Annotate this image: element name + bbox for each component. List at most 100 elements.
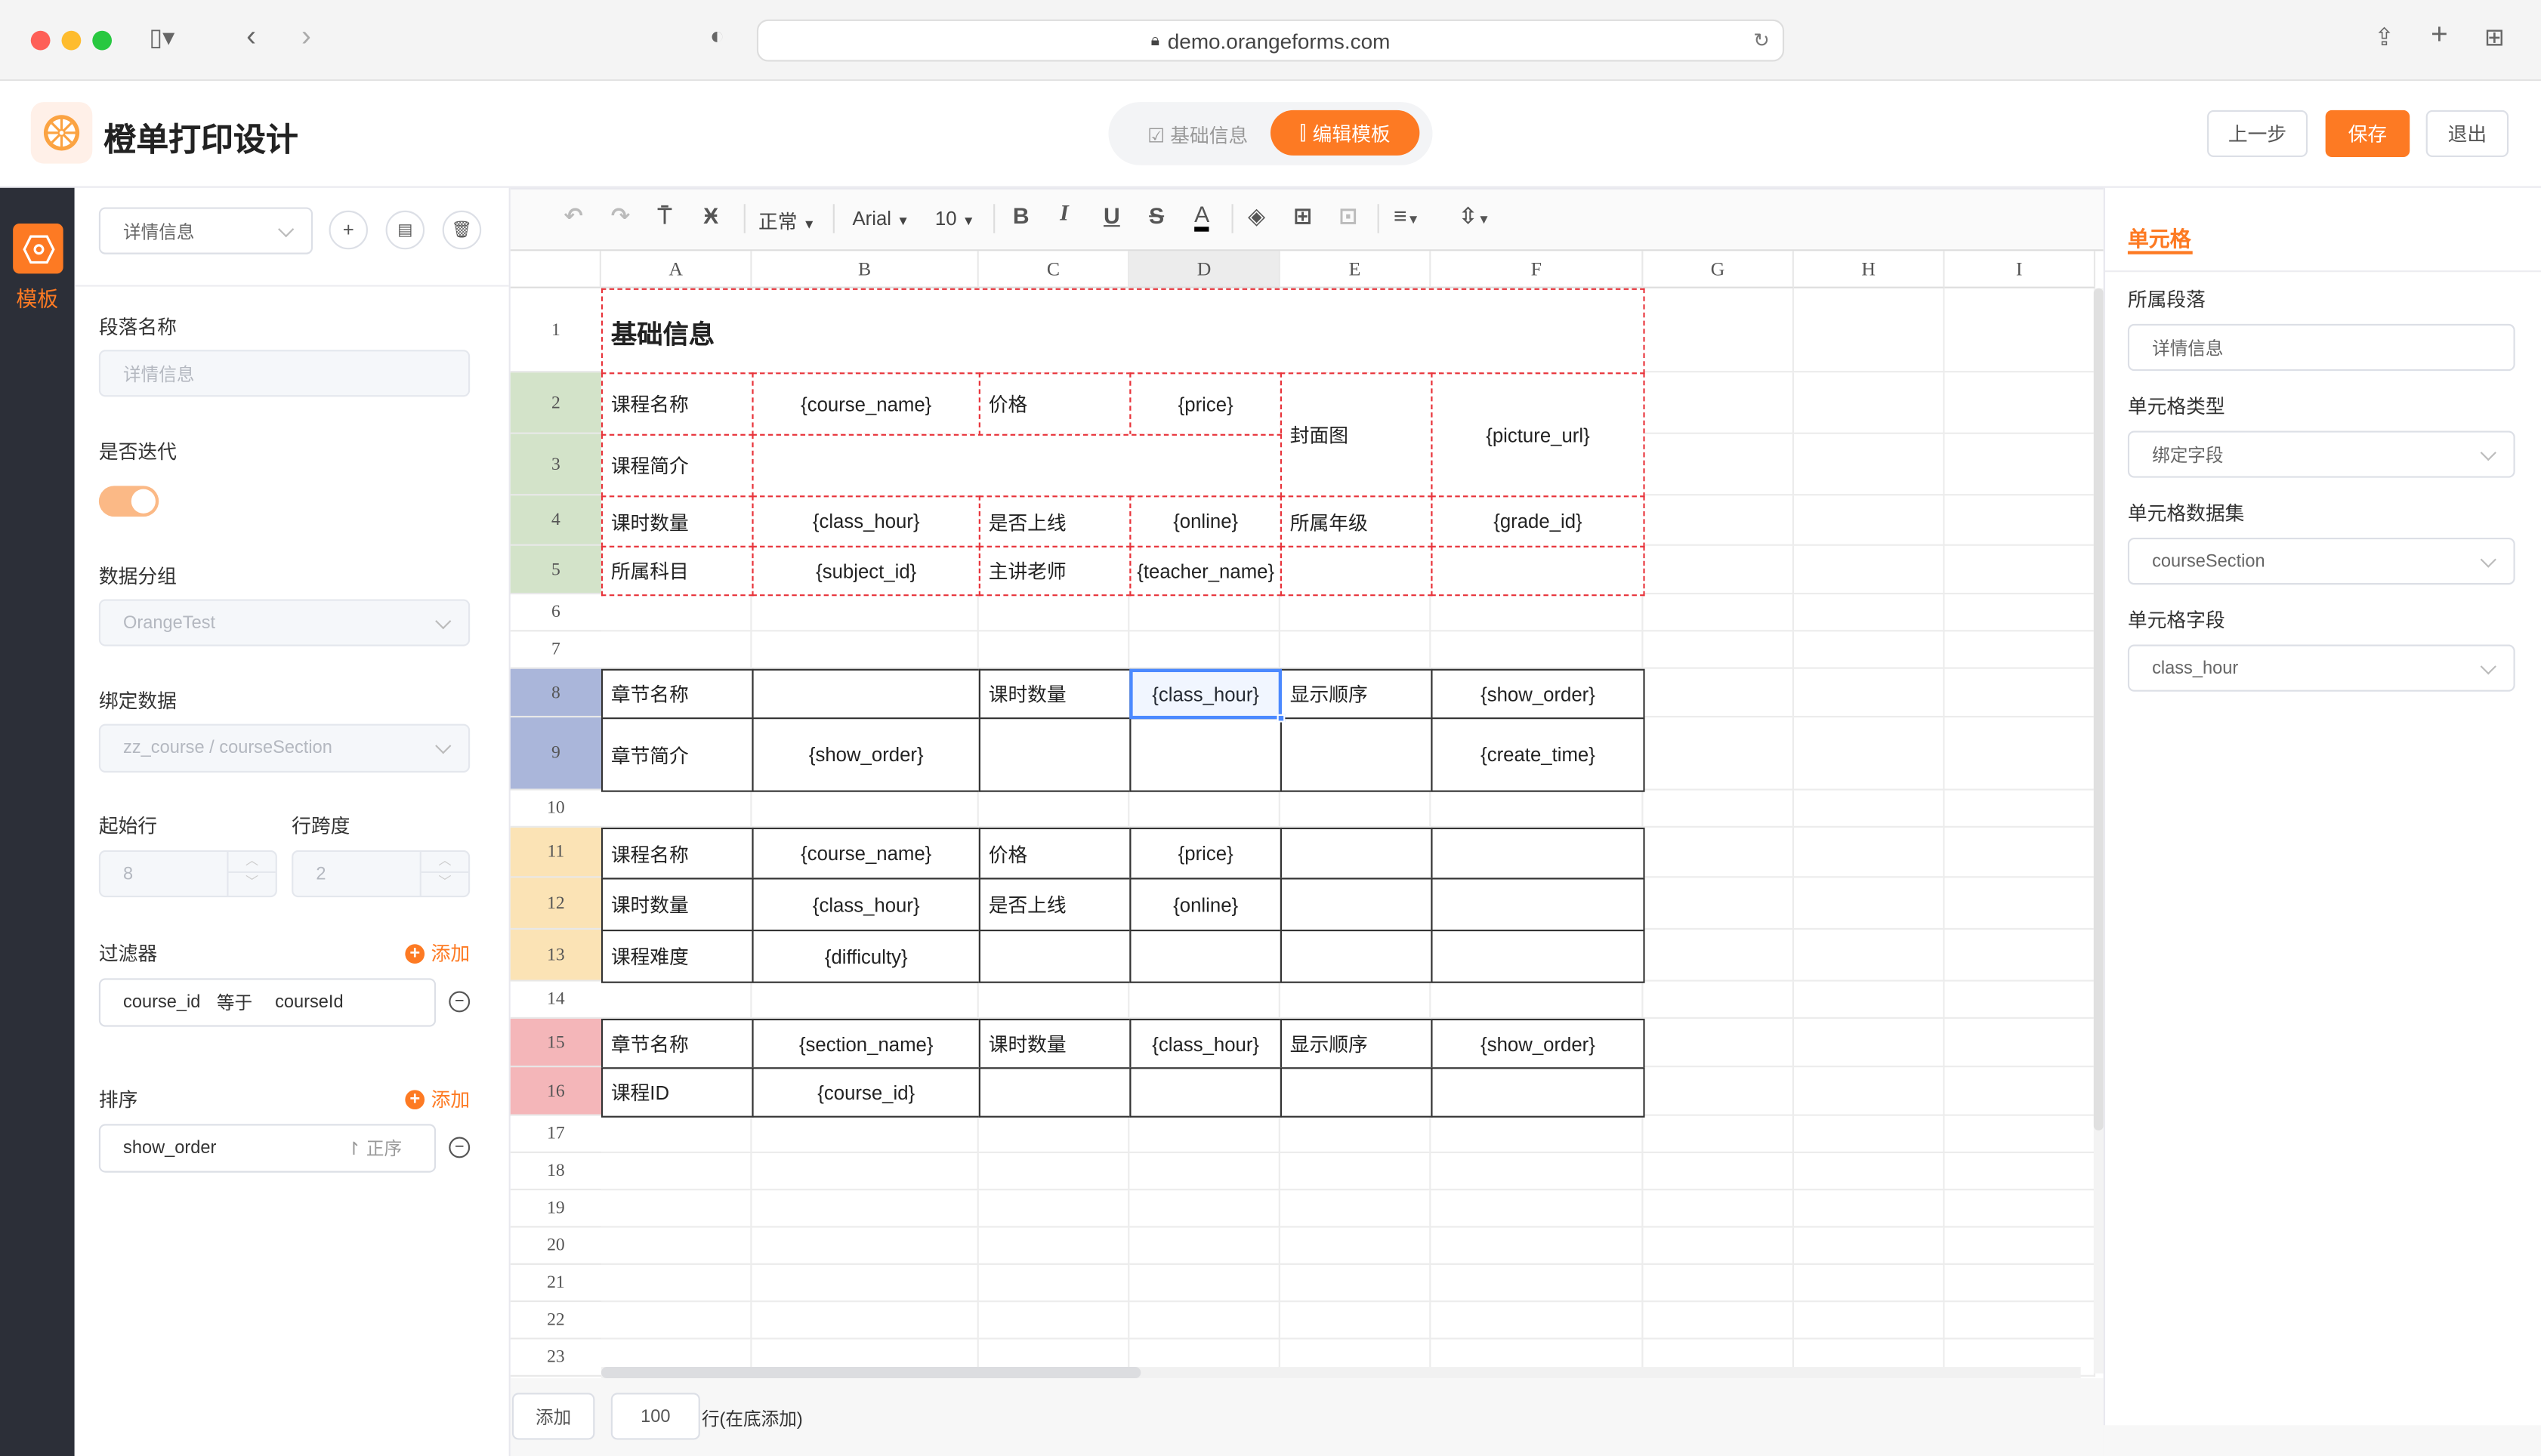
horizontal-scrollbar-thumb[interactable] [601, 1367, 1141, 1379]
row-header-12[interactable]: 12 [510, 878, 601, 930]
grid-cell[interactable] [1129, 631, 1280, 669]
grid-cell[interactable] [1643, 1302, 1794, 1340]
row-header-1[interactable]: 1 [510, 288, 601, 373]
grid-cell[interactable] [1431, 1227, 1644, 1265]
grid-cell[interactable] [1280, 981, 1431, 1019]
grid-cell[interactable] [1431, 1152, 1644, 1191]
grid-cell[interactable] [1793, 433, 1945, 496]
grid-cell[interactable] [1129, 790, 1280, 828]
row-header-21[interactable]: 21 [510, 1264, 601, 1303]
grid-cell[interactable] [1431, 631, 1644, 669]
grid-cell[interactable] [1280, 1190, 1431, 1228]
row-header-23[interactable]: 23 [510, 1339, 601, 1377]
grid-cell[interactable] [1944, 495, 2096, 546]
grid-cell[interactable] [1793, 372, 1945, 434]
sheet-cell-F5[interactable] [1431, 545, 1645, 597]
sheet-cell-B12[interactable]: {class_hour} [752, 878, 980, 932]
sheet-cell-F13[interactable] [1431, 930, 1645, 983]
grid-cell[interactable] [1944, 433, 2096, 496]
grid-cell[interactable] [1643, 1115, 1794, 1153]
sheet-cell-E2[interactable]: 封面图 [1280, 372, 1433, 498]
maximize-window-button[interactable] [92, 30, 113, 51]
remove-sort-icon[interactable]: − [449, 1137, 471, 1158]
grid-cell[interactable] [1129, 594, 1280, 632]
italic-icon[interactable]: I [1060, 202, 1069, 227]
group-select[interactable]: OrangeTest [98, 599, 471, 646]
start-row-stepper[interactable]: 8 ︿ ﹀ [98, 850, 277, 898]
sheet-cell-F12[interactable] [1431, 878, 1645, 932]
column-header-I[interactable]: I [1944, 251, 2096, 288]
grid-cell[interactable] [1793, 930, 1945, 982]
sheet-cell-D4[interactable]: {online} [1129, 495, 1283, 548]
tab-cell[interactable]: 单元格 [2127, 227, 2191, 251]
fill-color-icon[interactable]: ◈ [1247, 202, 1266, 229]
row-header-6[interactable]: 6 [510, 594, 601, 632]
grid-cell[interactable] [1793, 594, 1945, 632]
grid-cell[interactable] [752, 981, 979, 1019]
grid-cell[interactable] [601, 1190, 752, 1228]
grid-cell[interactable] [1643, 631, 1794, 669]
chevron-up-icon[interactable]: ︿ [228, 852, 276, 873]
add-rows-button[interactable]: 添加 [511, 1393, 595, 1440]
grid-cell[interactable] [1944, 668, 2096, 718]
grid-cell[interactable] [1944, 1018, 2096, 1068]
sheet-cell-B2[interactable]: {course_name} [752, 372, 980, 436]
stepper-arrows[interactable]: ︿ ﹀ [419, 852, 469, 896]
back-icon[interactable]: ‹ [246, 19, 256, 52]
grid-cell[interactable] [978, 981, 1130, 1019]
row-header-11[interactable]: 11 [510, 827, 601, 878]
sheet-cell-A3[interactable]: 课程简介 [601, 433, 754, 498]
sheet-cell-A15[interactable]: 章节名称 [601, 1018, 754, 1069]
grid-cell[interactable] [1643, 668, 1794, 718]
sheet-cell-D9[interactable] [1129, 717, 1283, 792]
grid-cell[interactable] [1129, 1115, 1280, 1153]
chevron-up-icon[interactable]: ︿ [421, 852, 469, 873]
cell-field-select[interactable]: courseSection [2127, 538, 2515, 585]
grid-cell[interactable] [1280, 1227, 1431, 1265]
grid-cell[interactable] [1431, 1190, 1644, 1228]
sheet-cell-B11[interactable]: {course_name} [752, 827, 980, 880]
sheet-cell-A1[interactable]: 基础信息 [601, 288, 1645, 375]
sheet-cell-B15[interactable]: {section_name} [752, 1018, 980, 1069]
grid-cell[interactable] [1944, 878, 2096, 930]
grid-cell[interactable] [978, 790, 1130, 828]
row-header-15[interactable]: 15 [510, 1018, 601, 1068]
sheet-cell-C8[interactable]: 课时数量 [978, 668, 1132, 720]
grid-cell[interactable] [1944, 631, 2096, 669]
grid-cell[interactable] [1944, 1264, 2096, 1303]
fill-handle[interactable] [1277, 714, 1286, 723]
add-filter-button[interactable]: + 添加 [405, 939, 470, 967]
row-header-4[interactable]: 4 [510, 495, 601, 546]
grid-cell[interactable] [1129, 1264, 1280, 1303]
style-select[interactable]: 正常 ▼ [758, 208, 816, 235]
grid-cell[interactable] [1643, 288, 1794, 373]
grid-cell[interactable] [601, 1302, 752, 1340]
grid-cell[interactable] [752, 1190, 979, 1228]
grid-cell[interactable] [1793, 495, 1945, 546]
column-header-F[interactable]: F [1431, 251, 1644, 288]
grid-cell[interactable] [1793, 668, 1945, 718]
bold-icon[interactable]: B [1012, 202, 1030, 229]
column-header-C[interactable]: C [978, 251, 1130, 288]
column-header-E[interactable]: E [1280, 251, 1431, 288]
grid-cell[interactable] [1643, 1190, 1794, 1228]
merge-cells-icon[interactable]: ⊡ [1338, 202, 1358, 229]
grid-cell[interactable] [1944, 1302, 2096, 1340]
new-tab-icon[interactable]: + [2431, 17, 2448, 51]
sheet-cell-C13[interactable] [978, 930, 1132, 983]
sheet-cell-F15[interactable]: {show_order} [1431, 1018, 1645, 1069]
grid-cell[interactable] [1643, 827, 1794, 878]
sheet-cell-D15[interactable]: {class_hour} [1129, 1018, 1283, 1069]
reload-icon[interactable]: ↻ [1753, 29, 1770, 52]
grid-cell[interactable] [1643, 1264, 1794, 1303]
grid-cell[interactable] [1280, 1264, 1431, 1303]
grid-cell[interactable] [978, 1302, 1130, 1340]
row-header-5[interactable]: 5 [510, 545, 601, 595]
grid-cell[interactable] [1643, 878, 1794, 930]
grid-cell[interactable] [752, 1152, 979, 1191]
section-select[interactable]: 详情信息 [98, 207, 313, 254]
sheet-cell-B8[interactable] [752, 668, 980, 720]
row-header-7[interactable]: 7 [510, 631, 601, 669]
row-header-20[interactable]: 20 [510, 1227, 601, 1265]
grid-cell[interactable] [1793, 1302, 1945, 1340]
